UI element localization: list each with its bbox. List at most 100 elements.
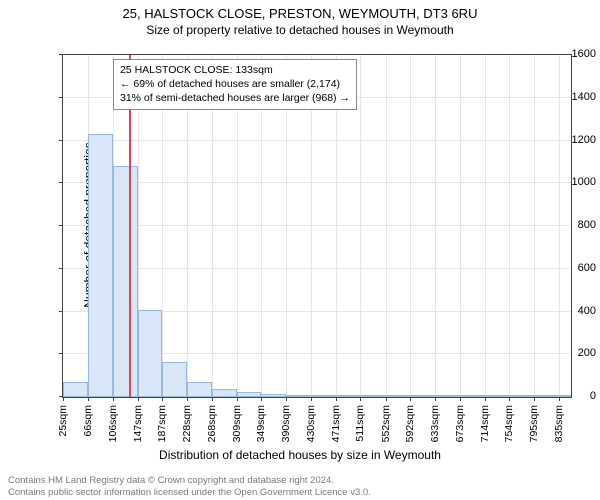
x-tick-label: 592sqm: [404, 401, 416, 442]
x-tick-mark: [286, 397, 287, 401]
histogram-bar: [113, 166, 138, 397]
plot-area: 25sqm66sqm106sqm147sqm187sqm228sqm268sqm…: [62, 54, 572, 398]
x-tick-mark: [113, 397, 114, 401]
x-tick-label: 471sqm: [330, 401, 342, 442]
x-axis-label: Distribution of detached houses by size …: [0, 448, 600, 462]
y-tick-label: 1000: [542, 176, 596, 188]
x-tick-label: 187sqm: [156, 401, 168, 442]
histogram-bar: [386, 395, 410, 397]
footer-line-2: Contains public sector information licen…: [8, 487, 600, 498]
histogram-bar: [509, 395, 534, 397]
y-tick-label: 600: [542, 262, 596, 274]
annotation-box: 25 HALSTOCK CLOSE: 133sqm← 69% of detach…: [113, 59, 357, 110]
x-tick-mark: [386, 397, 387, 401]
y-tick-mark: [59, 140, 63, 141]
x-tick-label: 390sqm: [280, 401, 292, 442]
histogram-bar: [88, 134, 112, 397]
annotation-line: 31% of semi-detached houses are larger (…: [120, 91, 350, 105]
y-tick-label: 200: [542, 347, 596, 359]
histogram-bar: [460, 395, 485, 397]
x-tick-label: 754sqm: [503, 401, 515, 442]
histogram-bar: [311, 395, 336, 397]
x-tick-label: 673sqm: [454, 401, 466, 442]
y-tick-mark: [59, 353, 63, 354]
y-tick-mark: [59, 97, 63, 98]
y-tick-label: 400: [542, 305, 596, 317]
gridline-v: [386, 55, 387, 397]
gridline-h: [63, 225, 571, 226]
histogram-bar: [336, 395, 360, 397]
gridline-v: [460, 55, 461, 397]
y-tick-label: 1600: [542, 48, 596, 60]
chart-container: 25, HALSTOCK CLOSE, PRESTON, WEYMOUTH, D…: [0, 0, 600, 500]
histogram-bar: [410, 395, 435, 397]
y-tick-label: 800: [542, 219, 596, 231]
chart-title: 25, HALSTOCK CLOSE, PRESTON, WEYMOUTH, D…: [0, 0, 600, 21]
x-tick-label: 511sqm: [354, 401, 366, 442]
x-tick-label: 835sqm: [553, 401, 565, 442]
x-tick-label: 309sqm: [231, 401, 243, 442]
x-tick-mark: [435, 397, 436, 401]
x-tick-mark: [212, 397, 213, 401]
annotation-line: ← 69% of detached houses are smaller (2,…: [120, 77, 350, 91]
gridline-h: [63, 182, 571, 183]
x-tick-mark: [138, 397, 139, 401]
histogram-bar: [485, 395, 509, 397]
histogram-bar: [187, 382, 211, 397]
histogram-bar: [237, 392, 261, 397]
x-tick-mark: [162, 397, 163, 401]
gridline-h: [63, 268, 571, 269]
x-tick-mark: [237, 397, 238, 401]
histogram-bar: [63, 382, 88, 397]
gridline-h: [63, 140, 571, 141]
gridline-v: [509, 55, 510, 397]
y-tick-mark: [59, 311, 63, 312]
x-tick-mark: [485, 397, 486, 401]
x-tick-mark: [534, 397, 535, 401]
histogram-bar: [435, 395, 459, 397]
histogram-bar: [261, 394, 286, 397]
annotation-line: 25 HALSTOCK CLOSE: 133sqm: [120, 63, 350, 77]
histogram-bar: [138, 310, 162, 397]
x-tick-mark: [410, 397, 411, 401]
x-tick-label: 25sqm: [57, 401, 69, 437]
y-tick-label: 1400: [542, 91, 596, 103]
x-tick-mark: [360, 397, 361, 401]
x-tick-mark: [63, 397, 64, 401]
histogram-bar: [286, 395, 310, 397]
y-tick-mark: [59, 225, 63, 226]
y-tick-mark: [59, 182, 63, 183]
x-tick-label: 228sqm: [181, 401, 193, 442]
x-tick-mark: [311, 397, 312, 401]
histogram-bar: [212, 389, 237, 397]
x-tick-label: 633sqm: [429, 401, 441, 442]
histogram-bar: [360, 395, 385, 397]
gridline-v: [534, 55, 535, 397]
footer-line-1: Contains HM Land Registry data © Crown c…: [8, 475, 600, 486]
x-tick-label: 268sqm: [206, 401, 218, 442]
gridline-v: [410, 55, 411, 397]
y-tick-mark: [59, 268, 63, 269]
x-tick-mark: [261, 397, 262, 401]
x-tick-label: 430sqm: [305, 401, 317, 442]
y-tick-label: 1200: [542, 134, 596, 146]
gridline-v: [485, 55, 486, 397]
x-tick-label: 552sqm: [380, 401, 392, 442]
y-tick-label: 0: [542, 390, 596, 402]
y-tick-mark: [59, 54, 63, 55]
x-tick-label: 147sqm: [132, 401, 144, 442]
x-tick-label: 714sqm: [479, 401, 491, 442]
footer-text: Contains HM Land Registry data © Crown c…: [0, 475, 600, 498]
chart-subtitle: Size of property relative to detached ho…: [0, 21, 600, 37]
gridline-v: [360, 55, 361, 397]
x-tick-mark: [509, 397, 510, 401]
x-tick-label: 106sqm: [107, 401, 119, 442]
histogram-bar: [162, 362, 187, 397]
x-tick-mark: [88, 397, 89, 401]
x-tick-label: 66sqm: [82, 401, 94, 437]
x-tick-mark: [336, 397, 337, 401]
x-tick-label: 795sqm: [528, 401, 540, 442]
gridline-v: [435, 55, 436, 397]
x-tick-label: 349sqm: [255, 401, 267, 442]
x-tick-mark: [187, 397, 188, 401]
